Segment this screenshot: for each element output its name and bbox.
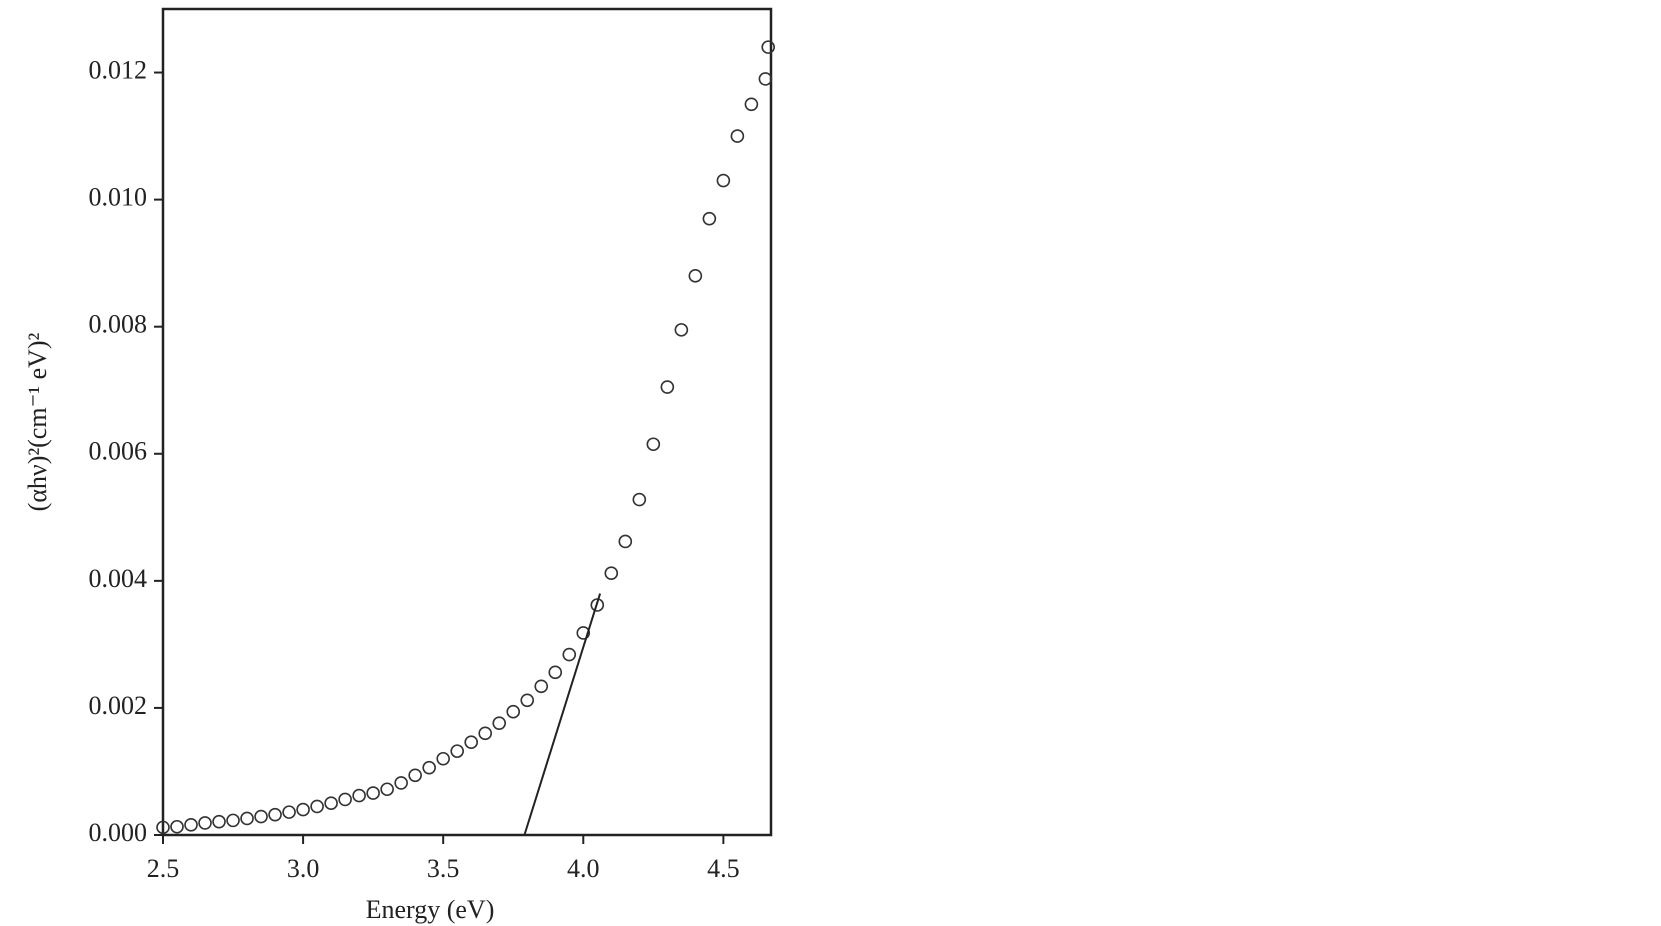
- data-point: [702, 211, 717, 226]
- data-point: [548, 665, 563, 680]
- data-point: [324, 796, 338, 811]
- data-point: [198, 816, 212, 830]
- fit-line: [523, 593, 602, 836]
- data-point: [604, 566, 619, 581]
- data-point: [674, 323, 689, 337]
- data-point: [296, 802, 310, 817]
- y-tick-label: 0.000: [89, 818, 148, 847]
- data-point: [380, 782, 394, 797]
- data-point: [282, 805, 296, 819]
- data-point: [758, 72, 773, 86]
- data-point: [618, 534, 633, 549]
- data-point: [478, 726, 493, 741]
- data-point: [240, 811, 254, 826]
- data-point: [761, 40, 775, 54]
- data-point: [688, 269, 703, 283]
- data-point: [352, 788, 366, 803]
- data-point: [744, 97, 759, 112]
- data-point: [730, 129, 745, 143]
- data-point: [226, 813, 240, 828]
- data-point: [254, 809, 268, 824]
- data-point: [156, 820, 170, 835]
- x-tick-label: 3.5: [427, 854, 460, 883]
- data-point: [520, 693, 535, 708]
- x-tick-label: 4.0: [567, 854, 600, 883]
- y-tick-label: 0.010: [89, 183, 148, 212]
- data-point: [464, 735, 479, 750]
- plot-frame: [161, 7, 773, 837]
- y-tick-label: 0.008: [89, 310, 148, 339]
- data-point: [212, 814, 226, 829]
- x-tick-label: 4.5: [707, 854, 740, 883]
- data-point: [576, 626, 591, 640]
- data-point: [170, 819, 184, 834]
- data-point: [436, 751, 450, 766]
- data-point: [394, 776, 408, 790]
- data-point: [716, 173, 731, 188]
- y-tick-label: 0.006: [89, 437, 148, 466]
- data-point: [408, 768, 422, 783]
- y-tick-label: 0.012: [89, 56, 148, 85]
- data-point: [492, 716, 507, 730]
- data-point: [590, 598, 605, 612]
- x-tick-label: 3.0: [287, 854, 320, 883]
- data-point: [506, 704, 521, 719]
- data-point: [632, 492, 647, 507]
- data-point: [534, 679, 549, 694]
- data-point: [366, 786, 380, 800]
- y-tick-label: 0.004: [89, 564, 148, 593]
- x-tick-label: 2.5: [147, 854, 180, 883]
- data-point: [646, 437, 661, 452]
- y-tick-label: 0.002: [89, 691, 148, 720]
- data-point: [562, 647, 577, 662]
- data-point: [338, 792, 352, 807]
- data-point: [310, 799, 324, 814]
- x-axis-label: Energy (eV): [366, 895, 495, 924]
- data-point: [422, 760, 436, 775]
- y-axis-label: (αhν)²(cm⁻¹ eV)²: [23, 332, 52, 511]
- data-point: [268, 807, 282, 822]
- data-point: [450, 744, 464, 758]
- data-point: [660, 380, 675, 394]
- data-point: [184, 818, 198, 832]
